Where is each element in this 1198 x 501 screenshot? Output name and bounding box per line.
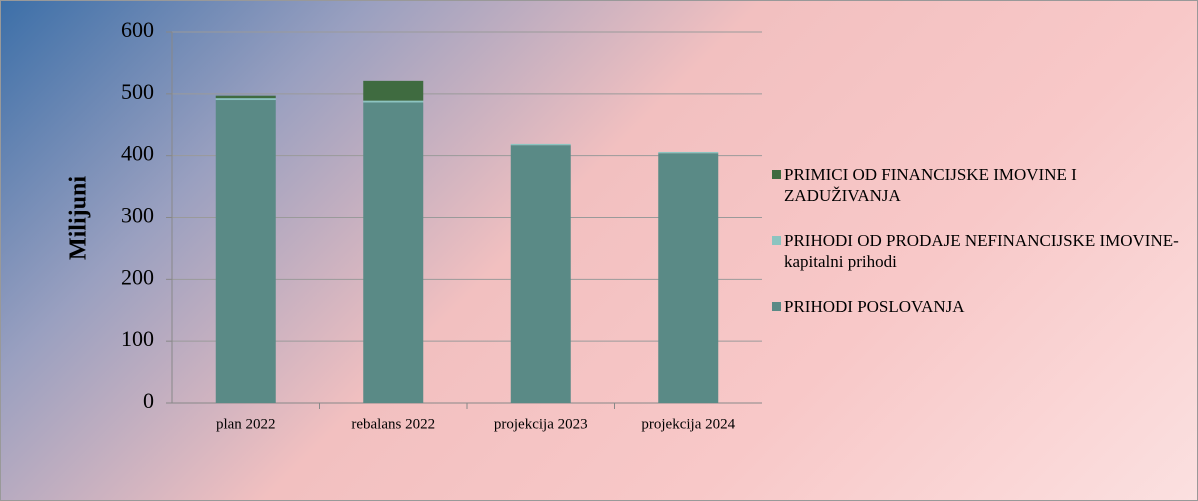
legend-label: PRIHODI OD PRODAJE NEFINANCIJSKE IMOVINE… <box>784 231 1179 271</box>
legend-entry: PRIHODI OD PRODAJE NEFINANCIJSKE IMOVINE… <box>772 230 1192 272</box>
y-tick-label: 300 <box>121 203 154 228</box>
y-tick-label: 400 <box>121 141 154 166</box>
bar-segment <box>510 145 571 403</box>
bar-segment <box>215 95 276 99</box>
x-tick-label: projekcija 2024 <box>641 416 735 432</box>
y-tick-label: 100 <box>121 326 154 351</box>
legend: PRIMICI OD FINANCIJSKE IMOVINE I ZADUŽIV… <box>772 164 1192 341</box>
y-axis-label: Milijuni <box>66 176 92 260</box>
bar-segment <box>510 143 571 146</box>
legend-swatch <box>772 302 781 311</box>
y-tick-label: 500 <box>121 79 154 104</box>
y-tick-label: 200 <box>121 264 154 289</box>
legend-entry: PRIHODI POSLOVANJA <box>772 296 1192 317</box>
y-tick-label: 600 <box>121 17 154 42</box>
legend-swatch <box>772 236 781 245</box>
legend-entry: PRIMICI OD FINANCIJSKE IMOVINE I ZADUŽIV… <box>772 164 1192 206</box>
bar-segment <box>363 102 424 404</box>
x-tick-label: projekcija 2023 <box>494 416 588 432</box>
x-tick-label: rebalans 2022 <box>351 416 435 432</box>
bar-segment <box>363 100 424 103</box>
legend-label: PRIHODI POSLOVANJA <box>784 297 965 316</box>
bar-segment <box>215 100 276 404</box>
legend-label: PRIMICI OD FINANCIJSKE IMOVINE I ZADUŽIV… <box>784 165 1077 205</box>
bar-segment <box>658 151 719 154</box>
legend-swatch <box>772 170 781 179</box>
y-tick-label: 0 <box>143 388 154 413</box>
bar-segment <box>658 153 719 403</box>
bar-segment <box>215 98 276 101</box>
x-tick-label: plan 2022 <box>216 416 276 432</box>
bar-segment <box>363 80 424 101</box>
